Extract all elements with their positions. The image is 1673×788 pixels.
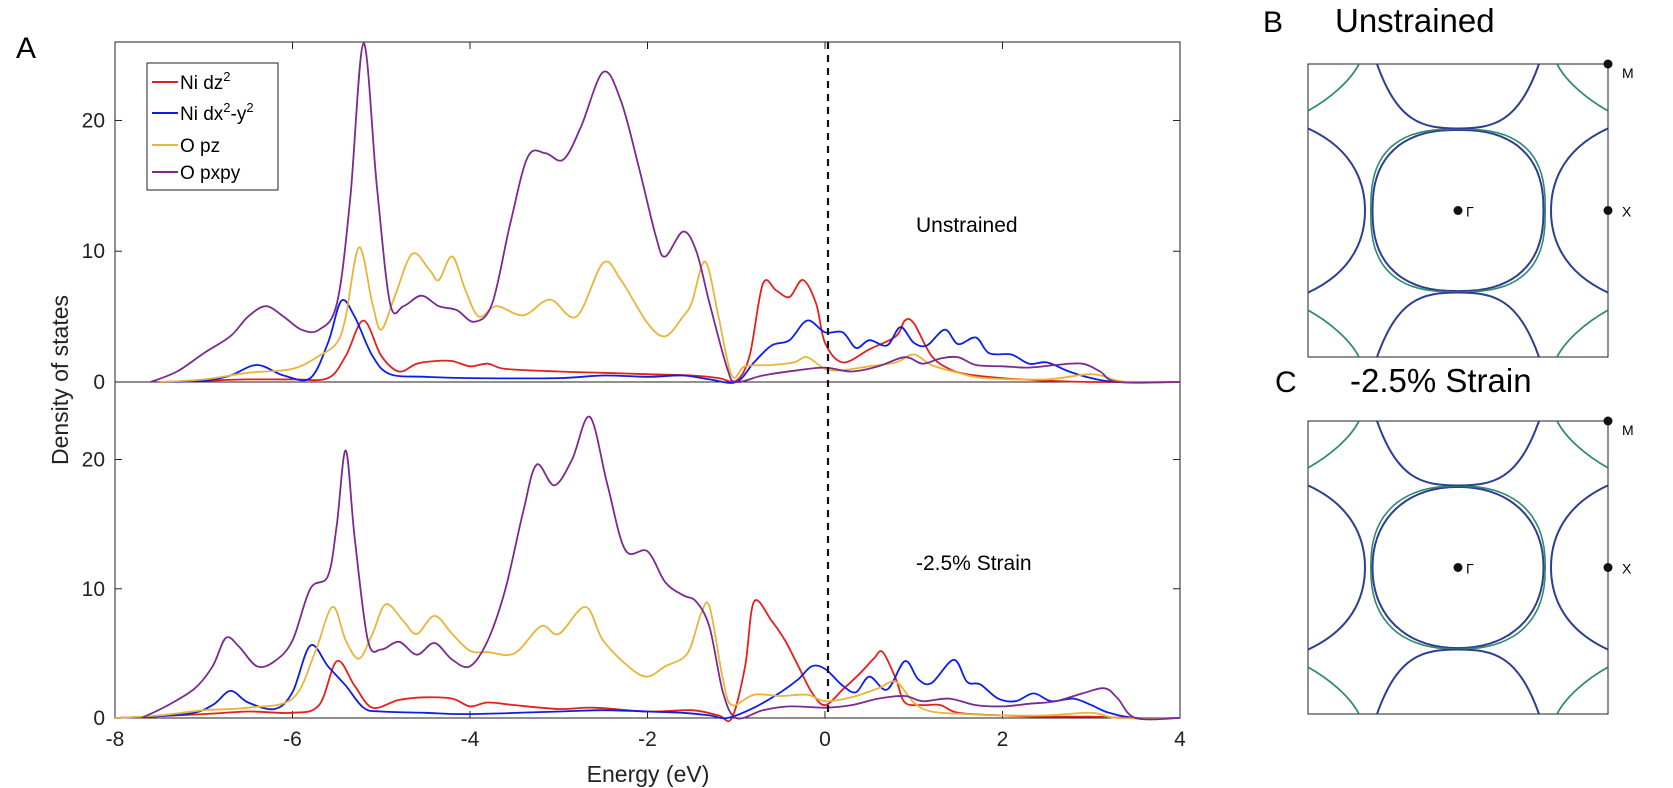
series-ni-dx2-y2-unstrained — [159, 299, 1181, 384]
upper-curves — [150, 42, 1181, 384]
legend-entry-ni-dx2-y2: Ni dx2-y2 — [180, 100, 254, 125]
fermi-surface-strained: M X Γ — [1307, 416, 1634, 715]
y-tick-label: 20 — [82, 109, 105, 132]
lower-annotation: -2.5% Strain — [916, 552, 1032, 575]
fs-contours — [1308, 421, 1608, 714]
top-bottom-arc — [1376, 421, 1540, 487]
gamma-point-label: Γ — [1466, 204, 1474, 220]
side-arc — [1549, 484, 1608, 651]
x-tick-label: -6 — [283, 728, 302, 751]
m-point-label: M — [1622, 65, 1634, 81]
corner-pocket — [1556, 309, 1608, 357]
x-axis-label: Energy (eV) — [587, 761, 710, 787]
series-o-pxpy-unstrained — [150, 42, 1181, 384]
x-tick-label: -8 — [106, 728, 125, 751]
legend: Ni dz2 Ni dx2-y2 O pz O pxpy — [146, 62, 279, 191]
top-bottom-arc — [1376, 648, 1540, 714]
central-pocket-outer — [1369, 485, 1547, 650]
dos-plot: -8 -6 -4 -2 0 2 4 0 10 20 0 10 20 Unstrained -2.5% S… — [47, 41, 1186, 787]
x-point-label: X — [1622, 204, 1632, 220]
upper-annotation: Unstrained — [916, 214, 1018, 237]
central-pocket-outer — [1369, 128, 1547, 293]
x-tick-label: 0 — [819, 728, 831, 751]
x-point — [1603, 206, 1613, 215]
corner-pocket — [1308, 64, 1360, 112]
lower-curves — [114, 415, 1181, 723]
series-o-pz-unstrained — [159, 246, 1181, 383]
central-pocket-inner — [1371, 485, 1545, 650]
x-tick-label: 2 — [997, 728, 1009, 751]
x-tick-label: -2 — [638, 728, 657, 751]
gamma-point — [1453, 206, 1463, 215]
side-arc — [1308, 127, 1367, 294]
series-ni-dz2-strained — [114, 599, 1181, 723]
gamma-point — [1453, 563, 1463, 572]
gamma-point-label: Γ — [1466, 561, 1474, 577]
x-point — [1603, 563, 1613, 572]
corner-pocket — [1556, 64, 1608, 112]
series-ni-dx2-y2-strained — [114, 644, 1181, 720]
x-tick-label: 4 — [1174, 728, 1186, 751]
panel-c-title: -2.5% Strain — [1350, 362, 1532, 399]
panel-letter-c: C — [1275, 366, 1297, 399]
central-pocket-inner — [1371, 128, 1545, 293]
side-arc — [1308, 484, 1367, 651]
side-arc — [1549, 127, 1608, 294]
top-bottom-arc — [1376, 64, 1540, 130]
y-tick-label: 10 — [82, 578, 105, 601]
panel-letter-b: B — [1263, 6, 1283, 39]
top-bottom-arc — [1376, 291, 1540, 357]
m-point-label: M — [1622, 422, 1634, 438]
m-point — [1603, 416, 1613, 426]
corner-pocket — [1308, 666, 1360, 714]
corner-pocket — [1556, 421, 1608, 469]
panel-b-title: Unstrained — [1335, 2, 1495, 39]
axis-ticks: -8 -6 -4 -2 0 2 4 0 10 20 0 10 20 — [82, 42, 1186, 751]
fs-contours — [1308, 64, 1608, 357]
m-point — [1603, 59, 1613, 69]
fermi-surface-unstrained: M X Γ — [1307, 59, 1634, 358]
series-o-pxpy-strained — [141, 415, 1181, 721]
y-tick-label: 10 — [82, 240, 105, 263]
y-tick-label: 0 — [93, 707, 105, 730]
x-point-label: X — [1622, 561, 1632, 577]
corner-pocket — [1556, 666, 1608, 714]
legend-box — [146, 62, 279, 191]
x-tick-label: -4 — [461, 728, 480, 751]
y-tick-label: 20 — [82, 449, 105, 472]
legend-entry-ni-dz2: Ni dz2 — [180, 69, 231, 94]
lower-axes-frame — [114, 381, 1181, 719]
legend-entry-o-pz: O pz — [180, 136, 220, 157]
corner-pocket — [1308, 309, 1360, 357]
corner-pocket — [1308, 421, 1360, 469]
legend-entry-o-pxpy: O pxpy — [180, 163, 241, 184]
panel-letter-a: A — [16, 32, 36, 65]
y-tick-label: 0 — [93, 371, 105, 394]
y-axis-label: Density of states — [47, 295, 73, 465]
